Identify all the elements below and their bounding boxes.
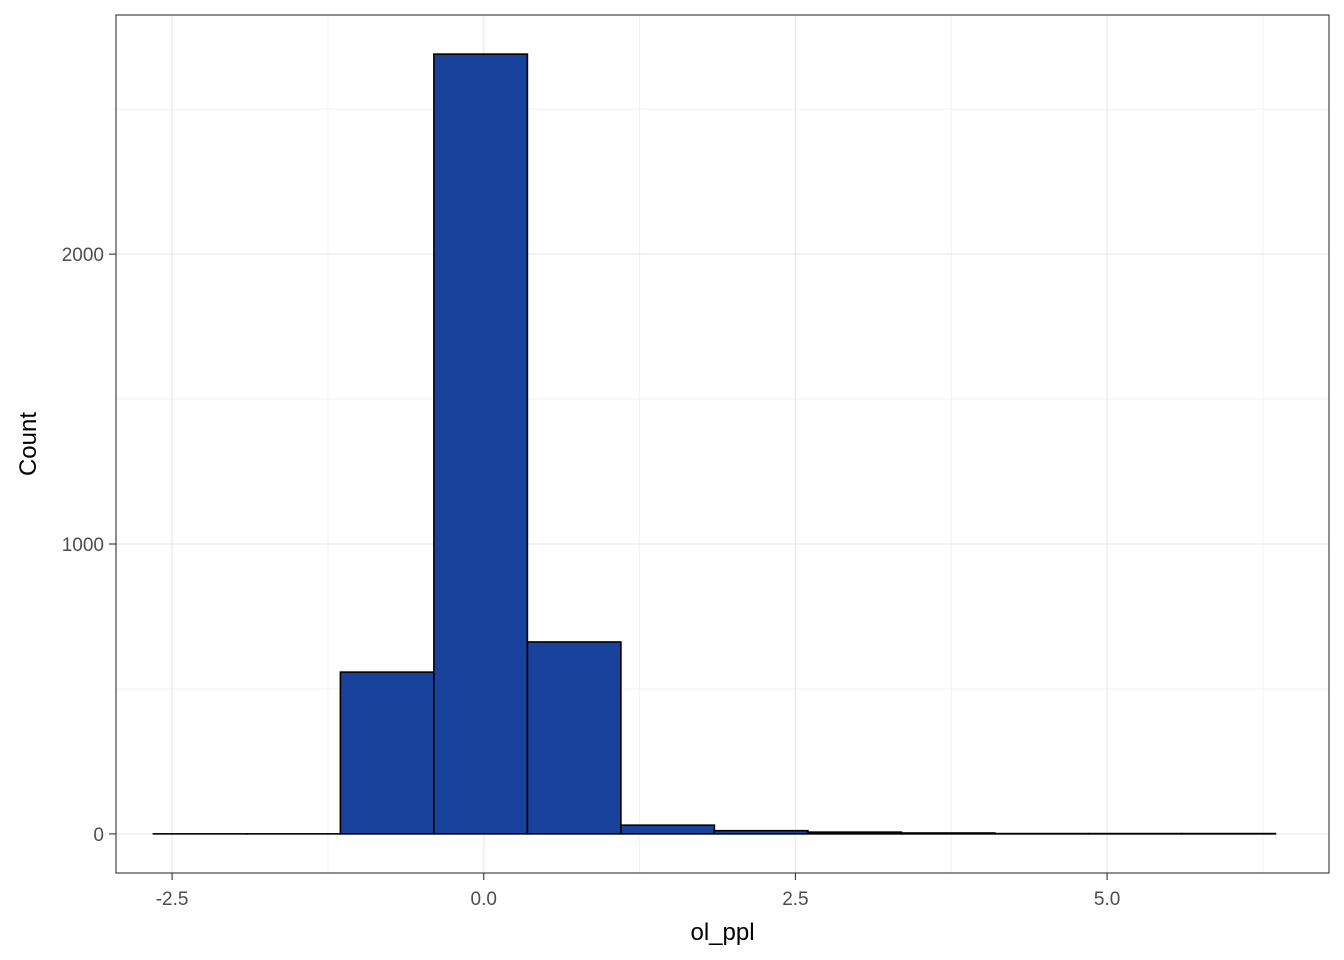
histogram-bar (526, 641, 622, 835)
y-tick-label: 1000 (62, 535, 104, 556)
x-tick-label: -2.5 (156, 889, 189, 910)
histogram-bar (339, 671, 435, 835)
x-tick-label: 2.5 (782, 889, 808, 910)
y-tick-label: 0 (93, 825, 104, 846)
histogram-bar (620, 824, 716, 835)
y-axis-title: Count (15, 412, 42, 476)
histogram-bar (433, 53, 529, 835)
histogram-bar (900, 832, 996, 835)
minor-gridlines (116, 15, 1329, 873)
x-axis-title: ol_ppl (690, 919, 754, 946)
histogram-bars (152, 53, 1277, 835)
x-axis: -2.5 0.0 2.5 5.0 (156, 873, 1120, 910)
y-axis: 0 1000 2000 (62, 245, 116, 846)
histogram-bar (713, 829, 809, 835)
x-tick-label: 0.0 (471, 889, 497, 910)
histogram-bar (807, 831, 903, 835)
x-tick-label: 5.0 (1094, 889, 1120, 910)
y-tick-label: 2000 (62, 245, 104, 266)
panel-border (115, 14, 1330, 874)
